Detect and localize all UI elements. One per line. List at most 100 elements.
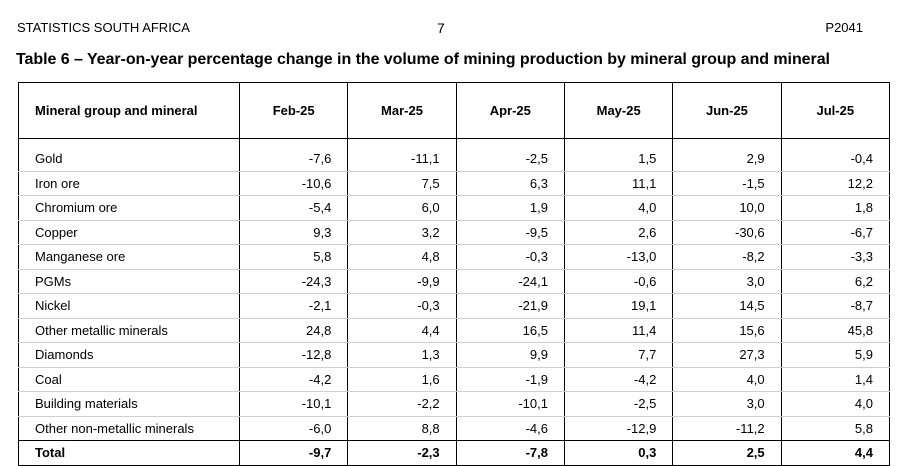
mineral-name: Diamonds (18, 342, 240, 368)
value-cell: -4,6 (455, 416, 565, 441)
value-cell: -4,2 (563, 367, 674, 392)
value-cell: 5,8 (780, 416, 890, 441)
value-cell: -30,6 (672, 220, 782, 245)
organization-name: STATISTICS SOUTH AFRICA (17, 20, 190, 35)
value-cell: -0,3 (455, 244, 565, 270)
value-cell: -0,6 (563, 269, 674, 294)
value-cell: 27,3 (672, 342, 782, 368)
value-cell: -24,1 (455, 269, 565, 294)
mineral-name: Coal (18, 367, 240, 392)
value-cell: 15,6 (672, 318, 782, 343)
column-header: Jul-25 (780, 82, 890, 139)
value-cell: 2,5 (672, 440, 782, 466)
value-cell: -11,1 (347, 147, 457, 172)
value-cell: -12,9 (563, 416, 674, 441)
table-row: Iron ore -10,6 7,5 6,3 11,1 -1,5 12,2 (18, 171, 890, 196)
value-cell: 1,6 (347, 367, 457, 392)
value-cell: -10,1 (455, 391, 565, 417)
mineral-name: Gold (18, 147, 240, 172)
table-row: Gold -7,6 -11,1 -2,5 1,5 2,9 -0,4 (18, 147, 890, 172)
mineral-name: Copper (18, 220, 240, 245)
value-cell: 3,2 (347, 220, 457, 245)
value-cell: -2,1 (238, 293, 349, 319)
value-cell: 14,5 (672, 293, 782, 319)
value-cell: -8,2 (672, 244, 782, 270)
table-row: PGMs -24,3 -9,9 -24,1 -0,6 3,0 6,2 (18, 269, 890, 294)
column-header: Apr-25 (455, 82, 565, 139)
value-cell: 6,3 (455, 171, 565, 196)
table-row: Copper 9,3 3,2 -9,5 2,6 -30,6 -6,7 (18, 220, 890, 245)
mineral-name: Total (18, 440, 240, 466)
value-cell: 4,8 (347, 244, 457, 270)
value-cell: -9,5 (455, 220, 565, 245)
table-row: Other metallic minerals 24,8 4,4 16,5 11,4 15… (18, 318, 890, 343)
value-cell: 4,0 (672, 367, 782, 392)
value-cell: -5,4 (238, 195, 349, 221)
total-row: Total -9,7 -2,3 -7,8 0,3 2,5 4,4 (18, 440, 890, 466)
mineral-name: PGMs (18, 269, 240, 294)
value-cell: -2,5 (455, 147, 565, 172)
spacer-row (18, 138, 890, 147)
page-number: 7 (437, 20, 445, 36)
value-cell: -2,5 (563, 391, 674, 417)
value-cell: -1,5 (672, 171, 782, 196)
value-cell: 5,9 (780, 342, 890, 368)
value-cell: 3,0 (672, 391, 782, 417)
value-cell: 45,8 (780, 318, 890, 343)
value-cell: 1,8 (780, 195, 890, 221)
value-cell: -2,3 (347, 440, 457, 466)
mining-production-table: Mineral group and mineral Feb-25 Mar-25 … (18, 82, 890, 466)
value-cell: 19,1 (563, 293, 674, 319)
value-cell: -12,8 (238, 342, 349, 368)
value-cell: -2,2 (347, 391, 457, 417)
mineral-name: Chromium ore (18, 195, 240, 221)
value-cell: -7,8 (455, 440, 565, 466)
value-cell: 1,4 (780, 367, 890, 392)
mineral-name: Other non-metallic minerals (18, 416, 240, 441)
value-cell: 3,0 (672, 269, 782, 294)
value-cell: 16,5 (455, 318, 565, 343)
mineral-name: Manganese ore (18, 244, 240, 270)
value-cell: -0,4 (780, 147, 890, 172)
column-header: Mar-25 (347, 82, 457, 139)
table-header-row: Mineral group and mineral Feb-25 Mar-25 … (18, 82, 890, 139)
column-header: Jun-25 (672, 82, 782, 139)
value-cell: -11,2 (672, 416, 782, 441)
value-cell: 12,2 (780, 171, 890, 196)
value-cell: 2,6 (563, 220, 674, 245)
value-cell: 11,1 (563, 171, 674, 196)
table-row: Building materials -10,1 -2,2 -10,1 -2,5 3,0 4… (18, 391, 890, 417)
mineral-name: Nickel (18, 293, 240, 319)
value-cell: -6,7 (780, 220, 890, 245)
value-cell: 4,0 (780, 391, 890, 417)
value-cell: -21,9 (455, 293, 565, 319)
value-cell: 6,2 (780, 269, 890, 294)
value-cell: 9,9 (455, 342, 565, 368)
value-cell: 4,0 (563, 195, 674, 221)
value-cell: 11,4 (563, 318, 674, 343)
value-cell: 7,5 (347, 171, 457, 196)
value-cell: -8,7 (780, 293, 890, 319)
value-cell: 0,3 (563, 440, 674, 466)
publication-code: P2041 (825, 20, 863, 35)
value-cell: -9,9 (347, 269, 457, 294)
value-cell: 7,7 (563, 342, 674, 368)
value-cell: -24,3 (238, 269, 349, 294)
value-cell: 4,4 (347, 318, 457, 343)
value-cell: -7,6 (238, 147, 349, 172)
value-cell: -13,0 (563, 244, 674, 270)
value-cell: 10,0 (672, 195, 782, 221)
table-row: Diamonds -12,8 1,3 9,9 7,7 27,3 5,9 (18, 342, 890, 368)
column-header: Feb-25 (238, 82, 349, 139)
table-row: Chromium ore -5,4 6,0 1,9 4,0 10,0 1,8 (18, 195, 890, 221)
table-title: Table 6 – Year-on-year percentage change… (16, 51, 830, 68)
value-cell: 9,3 (238, 220, 349, 245)
value-cell: 1,9 (455, 195, 565, 221)
column-header: Mineral group and mineral (18, 82, 240, 139)
value-cell: 4,4 (780, 440, 890, 466)
value-cell: 1,5 (563, 147, 674, 172)
column-header: May-25 (563, 82, 674, 139)
value-cell: 5,8 (238, 244, 349, 270)
value-cell: -4,2 (238, 367, 349, 392)
table-row: Coal -4,2 1,6 -1,9 -4,2 4,0 1,4 (18, 367, 890, 392)
